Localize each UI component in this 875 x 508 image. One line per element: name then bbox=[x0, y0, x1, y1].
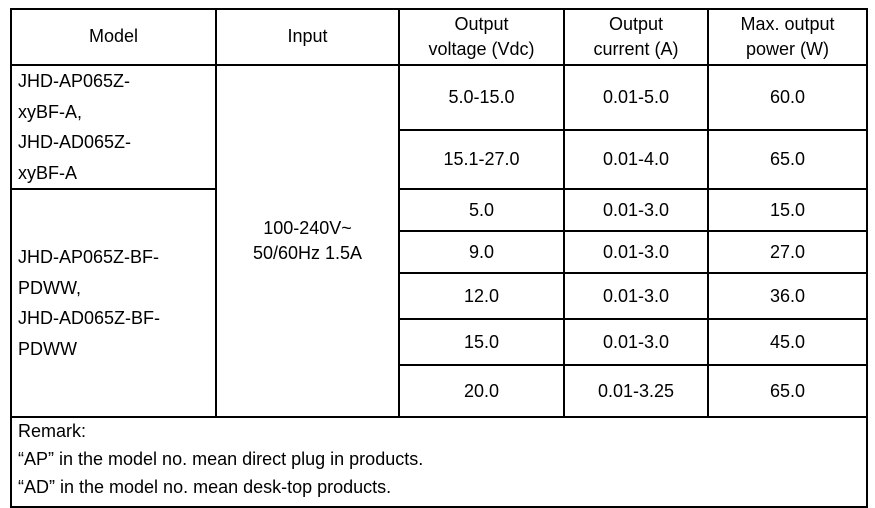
remark-title: Remark: bbox=[18, 421, 87, 442]
current-cell: 0.01-4.0 bbox=[563, 129, 709, 191]
table-row: 12.0 0.01-3.0 36.0 bbox=[11, 272, 868, 321]
voltage-cell: 12.0 bbox=[398, 272, 565, 321]
remark-row: Remark: “AP” in the model no. mean direc… bbox=[10, 416, 868, 508]
remark-line-ad: “AD” in the model no. mean desk-top prod… bbox=[18, 477, 392, 498]
voltage-cell: 15.0 bbox=[398, 318, 565, 367]
power-cell: 60.0 bbox=[707, 63, 868, 132]
header-model: Model bbox=[10, 8, 217, 66]
current-cell: 0.01-3.25 bbox=[563, 364, 709, 419]
power-cell: 15.0 bbox=[707, 188, 868, 233]
table-row: 15.1-27.0 0.01-4.0 65.0 bbox=[11, 129, 868, 191]
remark-cell: Remark: “AP” in the model no. mean direc… bbox=[10, 416, 868, 508]
spec-table: Model Input Output voltage (Vdc) Output … bbox=[10, 8, 868, 508]
model-group-cell-a: JHD-AP065Z- xyBF-A, JHD-AD065Z- xyBF-A bbox=[10, 63, 217, 191]
current-cell: 0.01-3.0 bbox=[563, 318, 709, 367]
power-cell: 36.0 bbox=[707, 272, 868, 321]
voltage-cell: 9.0 bbox=[398, 230, 565, 275]
header-input: Input bbox=[215, 8, 400, 66]
voltage-cell: 20.0 bbox=[398, 364, 565, 419]
power-cell: 65.0 bbox=[707, 364, 868, 419]
remark-line-ap: “AP” in the model no. mean direct plug i… bbox=[18, 449, 424, 470]
table-row: JHD-AP065Z- xyBF-A, JHD-AD065Z- xyBF-A 1… bbox=[10, 63, 868, 419]
model-group-cell-pdww: JHD-AP065Z-BF- PDWW, JHD-AD065Z-BF- PDWW bbox=[10, 188, 217, 419]
table-row: 15.0 0.01-3.0 45.0 bbox=[11, 318, 868, 367]
table-row: 20.0 0.01-3.25 65.0 bbox=[11, 364, 868, 419]
current-cell: 0.01-3.0 bbox=[563, 188, 709, 233]
power-cell: 45.0 bbox=[707, 318, 868, 367]
power-cell: 27.0 bbox=[707, 230, 868, 275]
voltage-cell: 5.0-15.0 bbox=[398, 63, 565, 132]
header-current: Output current (A) bbox=[563, 8, 709, 66]
current-cell: 0.01-3.0 bbox=[563, 272, 709, 321]
header-voltage: Output voltage (Vdc) bbox=[398, 8, 565, 66]
voltage-cell: 15.1-27.0 bbox=[398, 129, 565, 191]
header-row: Model Input Output voltage (Vdc) Output … bbox=[10, 8, 868, 66]
current-cell: 0.01-3.0 bbox=[563, 230, 709, 275]
table-row: 9.0 0.01-3.0 27.0 bbox=[11, 230, 868, 275]
header-power: Max. output power (W) bbox=[707, 8, 868, 66]
power-cell: 65.0 bbox=[707, 129, 868, 191]
table-row: JHD-AP065Z-BF- PDWW, JHD-AD065Z-BF- PDWW… bbox=[10, 188, 868, 419]
voltage-cell: 5.0 bbox=[398, 188, 565, 233]
current-cell: 0.01-5.0 bbox=[563, 63, 709, 132]
input-cell: 100-240V~ 50/60Hz 1.5A bbox=[215, 63, 400, 419]
